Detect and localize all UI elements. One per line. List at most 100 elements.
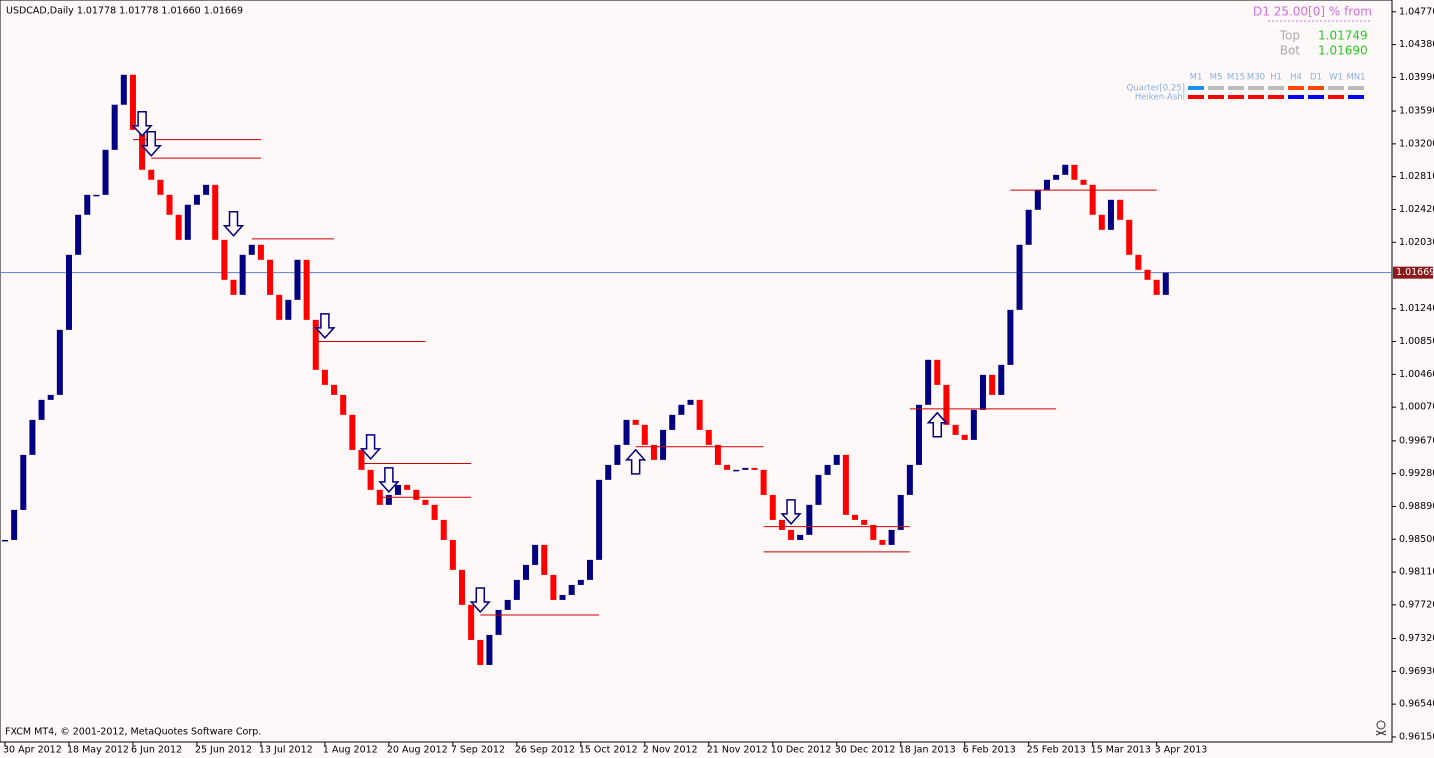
y-tick-label: 1.02030 [1399,237,1434,248]
signal-arrow [359,434,382,460]
candle [934,359,941,385]
candle [1153,279,1160,295]
candle [1162,272,1169,295]
candle [824,464,831,475]
x-tick-label: 13 Jul 2012 [259,745,313,756]
status-dash [1308,95,1324,99]
candle [367,469,374,490]
candle [1126,219,1133,255]
candle [93,194,100,197]
candle [586,559,593,580]
candle [669,414,676,430]
status-dash [1328,86,1344,90]
info-label: Bot [1280,44,1301,58]
x-tick-label: 15 Oct 2012 [579,745,638,756]
candle [321,369,328,385]
candle [806,504,813,535]
y-tick-label: 0.96150 [1399,731,1434,742]
timeframe-label: M1 [1190,73,1203,83]
candle [705,429,712,445]
candle [541,544,548,575]
candle [294,259,301,300]
current-price-box [1393,266,1433,279]
candle [852,514,859,520]
candle [943,384,950,425]
candle [1117,199,1124,220]
status-dash [1188,86,1204,90]
plot-frame [0,0,1393,743]
candle [605,464,612,480]
candle [842,454,849,515]
candle [1098,214,1105,230]
candle [468,604,475,640]
candle [751,467,758,470]
y-tick-label: 1.02420 [1399,204,1434,215]
current-price-label: 1.01669 [1396,267,1434,278]
candle [897,494,904,530]
candle [239,254,246,295]
candle [1053,174,1060,180]
timeframe-label: M30 [1247,73,1265,83]
candle [833,454,840,465]
candle [422,499,429,505]
candle [1034,189,1041,210]
signal-arrow [222,211,245,237]
candle [175,214,182,240]
status-dash [1208,95,1224,99]
candle [38,399,45,420]
candle [522,564,529,580]
candle [504,599,511,610]
candle [395,484,402,495]
candle [568,584,575,595]
candle [257,244,264,260]
candle [1089,184,1096,215]
status-dash [1228,86,1244,90]
status-dash [1288,86,1304,90]
candle [276,294,283,320]
x-tick-label: 25 Feb 2013 [1027,745,1086,756]
x-tick-label: 6 Jun 2012 [131,745,182,756]
candle [221,239,228,280]
candle [778,519,785,530]
timeframe-label: H1 [1270,73,1282,83]
candle [184,204,191,240]
candle [678,404,685,415]
y-tick-label: 1.00460 [1399,369,1434,380]
candle [148,169,155,180]
candle [797,534,804,540]
candle [193,194,200,205]
candle [769,494,776,520]
timeframe-label: D1 [1310,73,1322,83]
candle [788,529,795,540]
timeframe-label: M5 [1210,73,1223,83]
candle [431,504,438,520]
signal-arrow [926,411,948,438]
info-value: 1.01749 [1318,29,1368,43]
chart-header: USDCAD,Daily 1.01778 1.01778 1.01660 1.0… [6,6,243,17]
y-tick-label: 1.04770 [1399,6,1434,17]
candle [961,434,968,440]
candle [714,444,721,465]
timeframe-label: W1 [1329,73,1343,83]
signal-arrow [140,131,162,157]
candle [129,74,136,130]
candle [998,364,1005,395]
x-tick-label: 15 Mar 2013 [1091,745,1151,756]
y-tick-label: 1.03590 [1399,106,1434,117]
status-dash [1308,86,1324,90]
x-tick-label: 25 Jun 2012 [195,745,252,756]
status-dash [1268,86,1284,90]
signal-arrow [780,499,802,525]
timeframe-label: MN1 [1346,73,1365,83]
candle [102,149,109,195]
